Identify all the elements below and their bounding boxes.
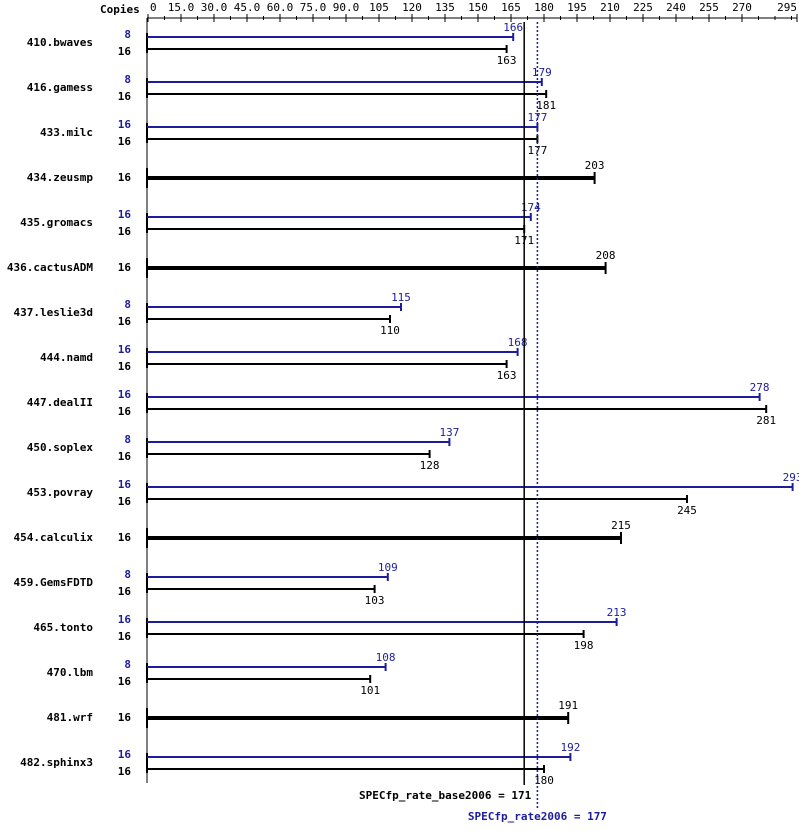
x-tick-label: 0 — [150, 1, 157, 14]
x-tick-label: 225 — [633, 1, 653, 14]
value-label: 115 — [391, 291, 411, 304]
copies-label: 16 — [118, 478, 132, 491]
copies-label: 16 — [118, 360, 132, 373]
copies-label: 16 — [118, 225, 132, 238]
x-axis-label: Copies — [100, 3, 140, 16]
copies-label: 16 — [118, 208, 132, 221]
value-label: 166 — [503, 21, 523, 34]
copies-label: 16 — [118, 405, 132, 418]
copies-label: 16 — [118, 675, 132, 688]
value-label: 163 — [497, 54, 517, 67]
category-label: 416.gamess — [27, 81, 93, 94]
copies-label: 16 — [118, 585, 132, 598]
value-label: 191 — [558, 699, 578, 712]
x-tick-label: 75.0 — [300, 1, 327, 14]
copies-label: 16 — [118, 45, 132, 58]
value-label: 108 — [376, 651, 396, 664]
copies-label: 16 — [118, 450, 132, 463]
value-label: 198 — [574, 639, 594, 652]
x-tick-label: 120 — [402, 1, 422, 14]
value-label: 174 — [521, 201, 541, 214]
x-tick-label: 45.0 — [234, 1, 261, 14]
reference-label: SPECfp_rate2006 = 177 — [468, 810, 607, 823]
category-label: 444.namd — [40, 351, 93, 364]
copies-label: 8 — [124, 433, 131, 446]
value-label: 109 — [378, 561, 398, 574]
category-label: 459.GemsFDTD — [14, 576, 94, 589]
category-label: 434.zeusmp — [27, 171, 94, 184]
value-label: 128 — [420, 459, 440, 472]
copies-label: 8 — [124, 73, 131, 86]
x-tick-label: 150 — [468, 1, 488, 14]
copies-label: 8 — [124, 298, 131, 311]
copies-label: 16 — [118, 613, 132, 626]
category-label: 437.leslie3d — [14, 306, 93, 319]
value-label: 110 — [380, 324, 400, 337]
x-tick-label: 270 — [732, 1, 752, 14]
copies-label: 16 — [118, 495, 132, 508]
value-label: 293 — [783, 471, 799, 484]
value-label: 215 — [611, 519, 631, 532]
copies-label: 16 — [118, 118, 132, 131]
value-label: 181 — [536, 99, 556, 112]
copies-label: 16 — [118, 261, 132, 274]
category-label: 465.tonto — [33, 621, 93, 634]
category-label: 410.bwaves — [27, 36, 93, 49]
x-tick-label: 255 — [699, 1, 719, 14]
category-label: 470.lbm — [47, 666, 94, 679]
value-label: 177 — [527, 111, 547, 124]
x-tick-label: 165 — [501, 1, 521, 14]
copies-label: 16 — [118, 343, 132, 356]
copies-label: 16 — [118, 171, 132, 184]
x-tick-label: 90.0 — [333, 1, 360, 14]
value-label: 192 — [560, 741, 580, 754]
value-label: 179 — [532, 66, 552, 79]
copies-label: 8 — [124, 568, 131, 581]
category-label: 433.milc — [40, 126, 93, 139]
x-tick-label: 135 — [435, 1, 455, 14]
value-label: 180 — [534, 774, 554, 787]
copies-label: 16 — [118, 711, 132, 724]
value-label: 208 — [596, 249, 616, 262]
value-label: 101 — [360, 684, 380, 697]
copies-label: 16 — [118, 748, 132, 761]
reference-label: SPECfp_rate_base2006 = 171 — [359, 789, 532, 802]
value-label: 281 — [756, 414, 776, 427]
x-tick-label: 295 — [777, 1, 797, 14]
category-label: 453.povray — [27, 486, 94, 499]
x-tick-label: 180 — [534, 1, 554, 14]
value-label: 203 — [585, 159, 605, 172]
category-label: 454.calculix — [14, 531, 94, 544]
copies-label: 8 — [124, 658, 131, 671]
copies-label: 16 — [118, 531, 132, 544]
value-label: 213 — [607, 606, 627, 619]
x-tick-label: 15.0 — [168, 1, 195, 14]
copies-label: 16 — [118, 388, 132, 401]
value-label: 278 — [750, 381, 770, 394]
x-tick-label: 30.0 — [201, 1, 228, 14]
category-label: 450.soplex — [27, 441, 94, 454]
x-tick-label: 105 — [369, 1, 389, 14]
category-label: 447.dealII — [27, 396, 93, 409]
copies-label: 16 — [118, 315, 132, 328]
copies-label: 16 — [118, 630, 132, 643]
copies-label: 8 — [124, 28, 131, 41]
category-label: 435.gromacs — [20, 216, 93, 229]
value-label: 163 — [497, 369, 517, 382]
copies-label: 16 — [118, 765, 132, 778]
value-label: 137 — [439, 426, 459, 439]
category-label: 481.wrf — [47, 711, 93, 724]
copies-label: 16 — [118, 90, 132, 103]
x-tick-label: 210 — [600, 1, 620, 14]
value-label: 168 — [508, 336, 528, 349]
category-label: 482.sphinx3 — [20, 756, 93, 769]
value-label: 245 — [677, 504, 697, 517]
category-label: 436.cactusADM — [7, 261, 93, 274]
x-tick-label: 60.0 — [267, 1, 294, 14]
x-tick-label: 240 — [666, 1, 686, 14]
value-label: 103 — [365, 594, 385, 607]
copies-label: 16 — [118, 135, 132, 148]
x-tick-label: 195 — [567, 1, 587, 14]
